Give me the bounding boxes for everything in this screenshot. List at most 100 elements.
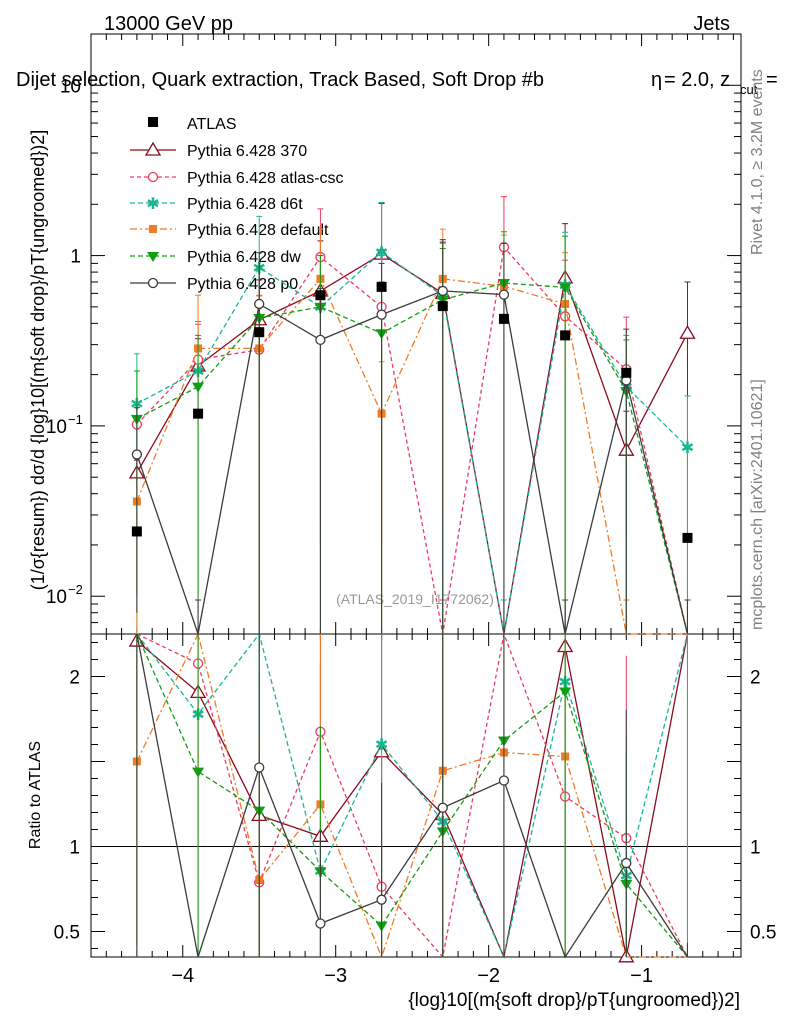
data-point-pythia-6-428-p0 [498,289,510,300]
data-point-pythia-6-428-d6t: ✱ [375,245,388,262]
x-tick-label: −1 [630,965,653,987]
series-1 [131,196,691,959]
analysis-watermark: (ATLAS_2019_I1772062) [336,591,494,607]
series-line-pythia-6-428-dw [136,282,689,635]
legend-marker-dw [147,252,159,262]
ratio-line-pythia-6-428-370 [136,633,689,960]
main-y-axis-label: (1/σ{resum}) dσ/d {log}10[(m{soft drop}/… [28,130,48,591]
ratio-point-pythia-6-428-p0 [376,894,387,905]
series-line-pythia-6-428-atlas-csc [136,245,689,635]
legend-label-370: Pythia 6.428 370 [187,143,307,160]
legend-entry-dw: Pythia 6.428 dw [130,249,301,266]
series-line-pythia-6-428-default [136,277,688,635]
data-point-atlas [254,327,265,338]
ratio-y-axis-label: Ratio to ATLAS [27,741,44,849]
legend-marker-default [149,225,157,233]
data-point-atlas [376,281,387,292]
series-5 [131,239,691,959]
chart-layer: −4−3−2−110−210−11100.50.51122✱✱✱✱✱✱✱✱✱✱✱… [46,33,776,987]
y-tick-label: 10 [46,587,67,608]
x-tick-label: −2 [477,965,500,987]
legend-label-dw: Pythia 6.428 dw [187,249,301,266]
ratio-y-tick-label-right: 1 [750,838,761,859]
ratio-point-pythia-6-428-dw [192,767,205,778]
ratio-point-pythia-6-428-p0 [621,857,632,869]
legend-marker-370 [144,141,162,156]
legend-label-default: Pythia 6.428 default [187,222,329,239]
data-point-atlas [621,367,632,378]
ratio-line-pythia-6-428-dw [136,633,688,958]
data-point-pythia-6-428-370 [679,324,696,339]
ratio-line-pythia-6-428-p0 [136,633,689,959]
series-atlas [131,281,693,543]
data-point-pythia-6-428-p0 [254,298,265,310]
selection-title: Dijet selection, Quark extraction, Track… [16,69,544,91]
ratio-point-pythia-6-428-dw [559,687,572,698]
selection-params: = 2.0, z [664,69,730,91]
ratio-y-tick-label-right: 2 [750,668,761,689]
legend-marker-d6t: ✱ [146,196,159,213]
legend-entry-default: Pythia 6.428 default [130,222,329,239]
data-point-atlas [560,330,571,341]
y-tick-label: 10 [60,76,81,97]
rivet-version: Rivet 4.1.0, ≥ 3.2M events [749,69,766,255]
y-tick-exponent: −2 [68,582,83,597]
x-tick-label: −4 [171,965,194,987]
data-point-atlas [193,408,204,419]
selection-eq: = [766,69,778,91]
data-point-pythia-6-428-p0 [315,334,326,346]
y-tick-label: 1 [70,247,81,268]
ratio-line-pythia-6-428-default [136,632,688,959]
ratio-point-pythia-6-428-p0 [254,762,265,773]
ratio-y-tick-label: 1 [69,838,80,859]
ratio-point-pythia-6-428-p0 [498,775,510,786]
data-point-pythia-6-428-d6t: ✱ [681,440,694,457]
data-point-atlas [315,290,326,301]
data-point-pythia-6-428-p0 [437,285,448,297]
legend-entry-p0: Pythia 6.428 p0 [130,276,298,293]
energy-label: 13000 GeV pp [104,13,233,35]
legend-label-atlas: ATLAS [187,116,237,133]
series-0 [128,203,696,963]
x-axis-label: {log}10[(m{soft drop}/pT{ungroomed})2] [408,990,740,1011]
data-point-pythia-6-428-dw [192,382,205,393]
legend-entry-d6t: ✱ Pythia 6.428 d6t [130,196,303,213]
category-label: Jets [693,13,730,35]
data-point-atlas [131,526,142,537]
legend: ATLAS Pythia 6.428 370 Pythia 6.428 atla… [130,116,344,293]
data-point-atlas [498,313,509,324]
ratio-point-pythia-6-428-p0 [315,918,326,929]
data-point-atlas [437,301,448,312]
ratio-point-pythia-6-428-p0 [437,802,448,813]
y-tick-label: 10 [46,417,67,438]
legend-entry-atlas: ATLAS [148,116,237,133]
ratio-point-pythia-6-428-d6t: ✱ [375,737,388,754]
data-point-pythia-6-428-p0 [376,309,387,320]
legend-marker-atlas-csc [147,171,159,183]
ratio-y-tick-label-right: 0.5 [750,923,776,944]
series-line-pythia-6-428-370 [136,253,689,635]
legend-label-p0: Pythia 6.428 p0 [187,276,298,293]
data-point-atlas [682,532,693,543]
legend-entry-370: Pythia 6.428 370 [130,141,307,160]
eta-glyph: η [651,69,662,91]
cut-subscript: cut [740,82,758,97]
x-tick-label: −3 [324,965,347,987]
legend-label-d6t: Pythia 6.428 d6t [187,196,303,213]
data-point-pythia-6-428-p0 [131,449,143,460]
series-line-pythia-6-428-d6t [136,251,688,635]
legend-marker-atlas [148,117,158,127]
series-line-pythia-6-428-p0 [136,290,689,637]
legend-marker-p0 [147,277,159,289]
ratio-line-pythia-6-428-d6t [136,632,689,960]
legend-label-atlas-csc: Pythia 6.428 atlas-csc [187,170,344,187]
mcplots-credit: mcplots.cern.ch [arXiv:2401.10621] [749,379,766,630]
legend-entry-atlas-csc: Pythia 6.428 atlas-csc [130,170,344,187]
ratio-y-tick-label: 0.5 [54,923,80,944]
series-2: ✱✱✱✱✱✱✱✱✱✱✱✱✱✱✱ [130,201,694,960]
ratio-y-tick-label: 2 [69,668,80,689]
y-tick-exponent: −1 [68,412,83,427]
ratio-line-pythia-6-428-atlas-csc [136,631,689,959]
data-point-pythia-6-428-dw [559,283,572,294]
